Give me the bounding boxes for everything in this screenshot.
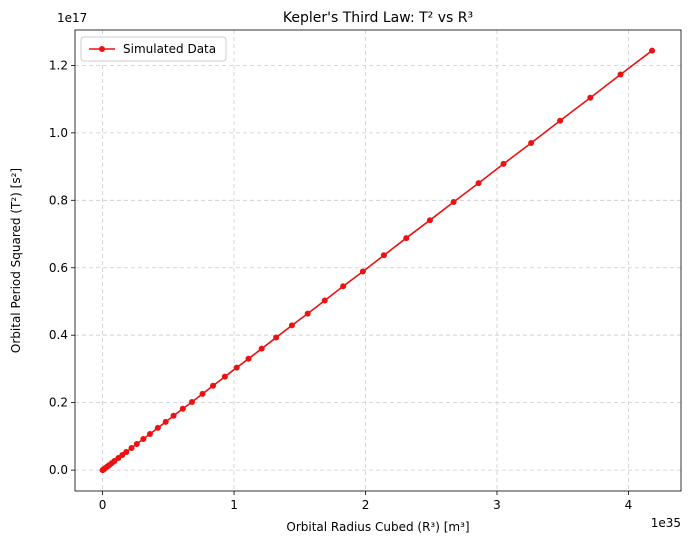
x-axis-ticks: 0 1 2 3 4 — [99, 491, 632, 512]
y-tick-label: 1.0 — [49, 126, 68, 140]
data-point — [450, 198, 457, 205]
data-point — [210, 382, 217, 389]
data-point — [340, 283, 347, 290]
data-point — [304, 310, 311, 317]
x-tick-label: 1 — [230, 498, 238, 512]
data-point — [221, 373, 228, 380]
data-point — [273, 334, 280, 341]
data-point — [649, 47, 656, 54]
y-axis-ticks: 0.0 0.2 0.4 0.6 0.8 1.0 1.2 — [49, 58, 75, 477]
y-tick-label: 0.6 — [49, 261, 68, 275]
y-tick-label: 0.2 — [49, 396, 68, 410]
data-point — [146, 431, 153, 438]
grid — [75, 30, 681, 491]
legend-marker-swatch — [99, 46, 105, 52]
x-axis-label: Orbital Radius Cubed (R³) [m³] — [286, 520, 469, 534]
data-point — [179, 405, 186, 412]
data-point — [557, 117, 564, 124]
x-tick-label: 2 — [362, 498, 370, 512]
data-point — [245, 355, 252, 362]
data-point — [162, 418, 169, 425]
series-layer — [99, 47, 656, 474]
x-axis-offset-label: 1e35 — [651, 516, 681, 530]
data-point — [133, 440, 140, 447]
plot-frame — [74, 29, 682, 492]
legend-entry-label: Simulated Data — [123, 42, 216, 56]
data-point — [475, 180, 482, 187]
data-point — [140, 435, 147, 442]
data-point — [170, 412, 177, 419]
y-tick-label: 1.2 — [49, 58, 68, 72]
data-point — [426, 217, 433, 224]
data-point — [233, 364, 240, 371]
data-point — [199, 390, 206, 397]
y-axis-label: Orbital Period Squared (T²) [s²] — [9, 168, 23, 353]
legend: Simulated Data — [80, 36, 227, 62]
data-point — [321, 297, 328, 304]
y-tick-label: 0.0 — [49, 463, 68, 477]
x-tick-label: 0 — [99, 498, 107, 512]
data-point — [154, 424, 161, 431]
legend-box — [80, 36, 227, 62]
data-point — [500, 160, 507, 167]
data-point — [587, 94, 594, 101]
data-point — [528, 139, 535, 146]
data-point — [380, 252, 387, 259]
y-axis-offset-label: 1e17 — [57, 11, 87, 25]
data-point — [258, 345, 265, 352]
x-tick-label: 4 — [625, 498, 633, 512]
data-point — [188, 398, 195, 405]
x-tick-label: 3 — [493, 498, 501, 512]
data-point — [403, 235, 410, 242]
data-point — [128, 445, 135, 452]
data-point — [123, 449, 130, 456]
chart-title: Kepler's Third Law: T² vs R³ — [283, 10, 473, 26]
data-point — [617, 71, 624, 78]
y-tick-label: 0.4 — [49, 328, 68, 342]
data-point — [288, 322, 295, 329]
y-tick-label: 0.8 — [49, 193, 68, 207]
data-point — [359, 268, 366, 275]
